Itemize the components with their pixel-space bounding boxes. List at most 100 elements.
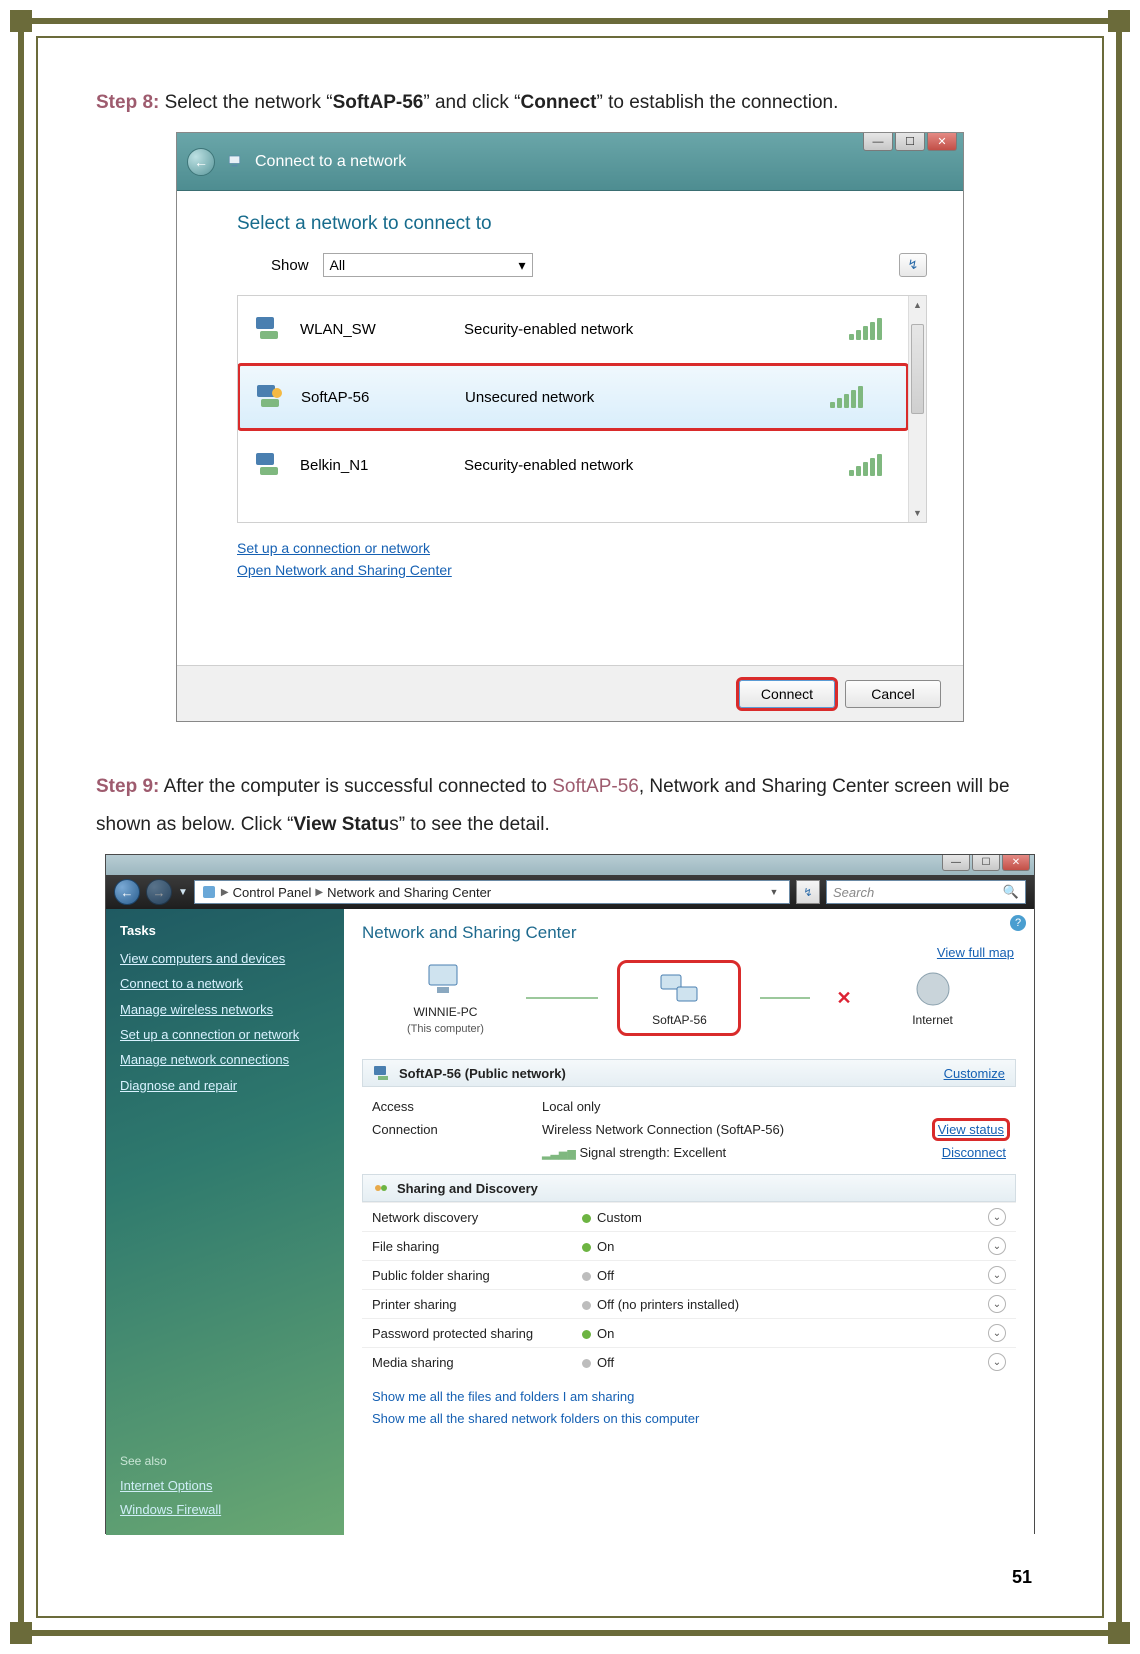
connection-label: Connection: [372, 1122, 542, 1137]
step9-text: Step 9: After the computer is successful…: [96, 768, 1044, 844]
window-title: Connect to a network: [255, 153, 406, 171]
sharing-row[interactable]: Password protected sharingOn⌄: [362, 1318, 1016, 1347]
globe-icon: [911, 969, 955, 1009]
window-titlebar: ← Connect to a network — ☐ ✕: [177, 133, 963, 191]
maximize-button[interactable]: ☐: [895, 133, 925, 151]
connect-network-window: ← Connect to a network — ☐ ✕ Select a ne…: [176, 132, 964, 722]
signal-icon: [849, 454, 882, 476]
scroll-up-icon[interactable]: ▲: [909, 296, 926, 314]
wifi-adapter-icon: [254, 315, 286, 343]
show-files-link[interactable]: Show me all the files and folders I am s…: [372, 1386, 1006, 1408]
sharing-row[interactable]: Media sharingOff⌄: [362, 1347, 1016, 1376]
content-pane: ? Network and Sharing Center View full m…: [344, 909, 1034, 1535]
task-link[interactable]: Manage network connections: [120, 1047, 330, 1072]
task-link[interactable]: Manage wireless networks: [120, 997, 330, 1022]
nav-forward-button[interactable]: →: [146, 879, 172, 905]
close-button[interactable]: ✕: [1002, 855, 1030, 871]
chevron-down-icon[interactable]: ⌄: [988, 1295, 1006, 1313]
network-name: SoftAP-56: [301, 389, 451, 406]
scroll-thumb[interactable]: [911, 324, 924, 414]
chevron-right-icon: ▶: [315, 887, 323, 898]
sharing-row[interactable]: Public folder sharingOff⌄: [362, 1260, 1016, 1289]
map-node-internet: Internet: [878, 969, 988, 1027]
show-value: All: [330, 257, 346, 273]
minimize-button[interactable]: —: [863, 133, 893, 151]
sharing-row[interactable]: File sharingOn⌄: [362, 1231, 1016, 1260]
sharing-key: File sharing: [372, 1239, 582, 1254]
help-icon[interactable]: ?: [1010, 915, 1026, 931]
chevron-down-icon[interactable]: ⌄: [988, 1266, 1006, 1284]
content-heading: Network and Sharing Center: [362, 923, 1016, 943]
show-label: Show: [271, 257, 309, 274]
chevron-right-icon: ▶: [221, 887, 229, 898]
customize-link[interactable]: Customize: [944, 1066, 1005, 1081]
connection-broken-icon: ✕: [836, 988, 851, 1009]
chevron-down-icon[interactable]: ▼: [765, 887, 783, 897]
network-list: WLAN_SW Security-enabled network SoftAP-…: [237, 295, 927, 523]
chevron-down-icon[interactable]: ⌄: [988, 1237, 1006, 1255]
sharing-row[interactable]: Printer sharingOff (no printers installe…: [362, 1289, 1016, 1318]
setup-connection-link[interactable]: Set up a connection or network: [237, 537, 927, 559]
wifi-adapter-icon: [255, 383, 287, 411]
sharing-value: Custom: [582, 1210, 988, 1225]
sharing-row[interactable]: Network discoveryCustom⌄: [362, 1202, 1016, 1231]
see-also-link[interactable]: Windows Firewall: [120, 1498, 330, 1521]
sharing-key: Printer sharing: [372, 1297, 582, 1312]
sharing-section-header: Sharing and Discovery: [362, 1174, 1016, 1202]
show-dropdown[interactable]: All ▾: [323, 253, 533, 277]
refresh-button[interactable]: ↯: [796, 880, 820, 904]
task-link[interactable]: Connect to a network: [120, 971, 330, 996]
sharing-value: On: [582, 1239, 988, 1254]
signal-icon: [849, 318, 882, 340]
task-link[interactable]: Set up a connection or network: [120, 1022, 330, 1047]
network-row-selected[interactable]: SoftAP-56 Unsecured network: [238, 364, 908, 430]
network-name: Belkin_N1: [300, 457, 450, 474]
close-button[interactable]: ✕: [927, 133, 957, 151]
search-placeholder: Search: [833, 885, 874, 900]
chevron-down-icon[interactable]: ⌄: [988, 1208, 1006, 1226]
search-input[interactable]: Search 🔍: [826, 880, 1026, 904]
connect-button[interactable]: Connect: [739, 680, 835, 708]
task-link[interactable]: View computers and devices: [120, 946, 330, 971]
network-row[interactable]: WLAN_SW Security-enabled network: [238, 296, 926, 362]
scroll-down-icon[interactable]: ▼: [909, 504, 926, 522]
scrollbar[interactable]: ▲ ▼: [908, 296, 926, 522]
window-chrome: — ☐ ✕: [106, 855, 1034, 875]
maximize-button[interactable]: ☐: [972, 855, 1000, 871]
network-security: Security-enabled network: [464, 457, 633, 474]
control-panel-icon: [201, 884, 217, 900]
network-icon: [227, 153, 245, 171]
breadcrumb-item[interactable]: Control Panel: [233, 885, 312, 900]
see-also-header: See also: [120, 1454, 330, 1468]
sharing-value: Off (no printers installed): [582, 1297, 988, 1312]
sharing-center-window: — ☐ ✕ ← → ▼ ▶ Control Panel ▶ Network an…: [105, 854, 1035, 1534]
back-button[interactable]: ←: [187, 148, 215, 176]
sharing-value: Off: [582, 1268, 988, 1283]
disconnect-link[interactable]: Disconnect: [942, 1145, 1006, 1160]
dialog-links: Set up a connection or network Open Netw…: [237, 537, 927, 582]
task-link[interactable]: Diagnose and repair: [120, 1073, 330, 1098]
breadcrumb[interactable]: ▶ Control Panel ▶ Network and Sharing Ce…: [194, 880, 790, 904]
map-node-pc: WINNIE-PC (This computer): [390, 961, 500, 1035]
network-node-icon: [657, 969, 701, 1009]
show-folders-link[interactable]: Show me all the shared network folders o…: [372, 1408, 1006, 1430]
nav-back-button[interactable]: ←: [114, 879, 140, 905]
wifi-adapter-icon: [254, 451, 286, 479]
chevron-down-icon[interactable]: ⌄: [988, 1324, 1006, 1342]
chevron-down-icon[interactable]: ▼: [178, 887, 188, 898]
sharing-icon: [373, 1181, 389, 1195]
map-connection-line: [760, 997, 810, 999]
see-also-link[interactable]: Internet Options: [120, 1474, 330, 1497]
search-icon: 🔍: [1003, 884, 1019, 900]
cancel-button[interactable]: Cancel: [845, 680, 941, 708]
view-status-link[interactable]: View status: [936, 1122, 1006, 1137]
breadcrumb-item[interactable]: Network and Sharing Center: [327, 885, 491, 900]
network-row[interactable]: Belkin_N1 Security-enabled network: [238, 432, 926, 498]
minimize-button[interactable]: —: [942, 855, 970, 871]
network-map: WINNIE-PC (This computer) SoftAP-56 ✕ In…: [362, 955, 1016, 1041]
refresh-button[interactable]: ↯: [899, 253, 927, 277]
open-sharing-center-link[interactable]: Open Network and Sharing Center: [237, 559, 927, 581]
step9-label: Step 9:: [96, 776, 159, 797]
chevron-down-icon[interactable]: ⌄: [988, 1353, 1006, 1371]
signal-icon: [830, 386, 863, 408]
